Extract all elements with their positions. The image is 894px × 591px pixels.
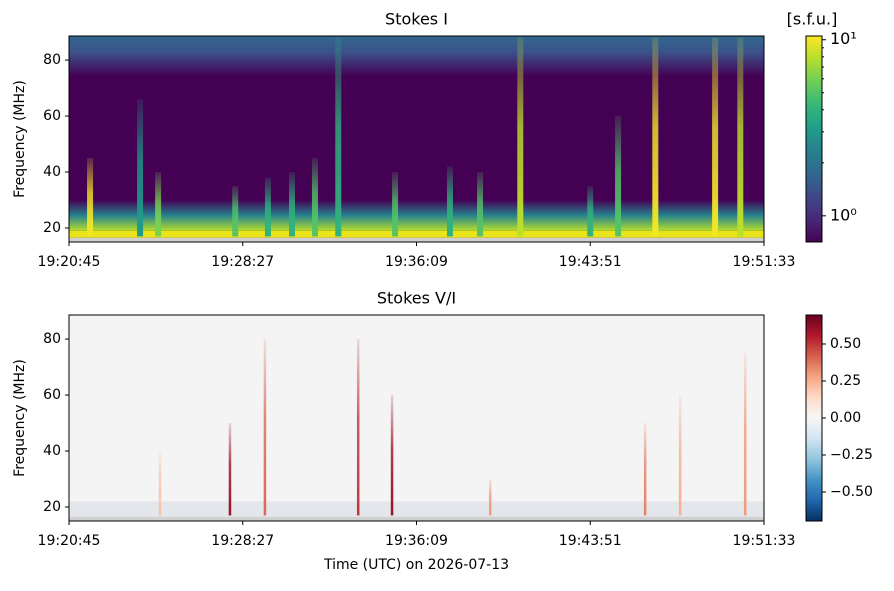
burst xyxy=(446,166,453,237)
burst xyxy=(356,339,360,516)
colorbar-tick-label: 0.00 xyxy=(830,410,861,426)
x-tick-label: 19:43:51 xyxy=(559,533,622,549)
burst xyxy=(652,37,659,237)
y-tick-label: 60 xyxy=(43,108,61,124)
burst xyxy=(87,158,94,237)
chart-title: Stokes V/I xyxy=(377,289,456,308)
burst xyxy=(743,353,747,516)
colorbar xyxy=(805,35,823,243)
colorbar-tick-label: −0.25 xyxy=(830,447,873,463)
burst xyxy=(390,395,394,516)
colorbar xyxy=(805,314,823,522)
y-tick-label: 40 xyxy=(43,164,61,180)
background-band xyxy=(69,516,764,521)
x-tick-label: 19:28:27 xyxy=(211,533,274,549)
background-band xyxy=(69,200,764,231)
y-tick-label: 20 xyxy=(43,220,61,236)
burst xyxy=(477,172,484,237)
x-tick-label: 19:20:45 xyxy=(38,254,101,270)
colorbar-tick-label: 0.50 xyxy=(830,336,861,352)
x-tick-label: 19:20:45 xyxy=(38,533,101,549)
y-tick-label: 60 xyxy=(43,387,61,403)
burst xyxy=(263,339,267,516)
colorbar-tick-label: 10¹ xyxy=(830,29,857,48)
colorbar-tick-label: −0.50 xyxy=(830,484,873,500)
y-axis-label: Frequency (MHz) xyxy=(12,359,28,477)
burst xyxy=(712,37,719,237)
burst xyxy=(289,172,296,237)
burst xyxy=(232,186,239,237)
y-tick-label: 40 xyxy=(43,443,61,459)
x-tick-label: 19:51:33 xyxy=(733,254,796,270)
burst xyxy=(517,37,524,237)
x-tick-label: 19:28:27 xyxy=(211,254,274,270)
burst xyxy=(643,423,647,516)
burst xyxy=(335,37,342,237)
burst xyxy=(155,172,162,237)
background-band xyxy=(69,501,764,517)
plot-background xyxy=(69,315,764,521)
chart-title: Stokes I xyxy=(385,10,448,29)
background-band xyxy=(69,237,764,242)
y-tick-label: 20 xyxy=(43,499,61,515)
burst xyxy=(137,99,144,237)
burst xyxy=(615,116,622,237)
y-tick-label: 80 xyxy=(43,52,61,68)
x-tick-label: 19:51:33 xyxy=(733,533,796,549)
y-axis-label: Frequency (MHz) xyxy=(12,80,28,198)
x-axis-label: Time (UTC) on 2026-07-13 xyxy=(323,557,509,573)
burst xyxy=(488,479,492,516)
burst xyxy=(392,172,399,237)
x-tick-label: 19:36:09 xyxy=(385,254,448,270)
burst xyxy=(264,177,271,237)
colorbar-tick-label: 10⁰ xyxy=(830,205,857,224)
colorbar-tick-label: 0.25 xyxy=(830,373,861,389)
y-tick-label: 80 xyxy=(43,331,61,347)
burst xyxy=(228,423,232,516)
background-band xyxy=(69,230,764,238)
x-tick-label: 19:36:09 xyxy=(385,533,448,549)
burst xyxy=(737,37,744,237)
background-band xyxy=(69,36,764,76)
x-tick-label: 19:43:51 xyxy=(559,254,622,270)
burst xyxy=(587,186,594,237)
burst xyxy=(311,158,318,237)
colorbar-label: [s.f.u.] xyxy=(787,10,838,29)
burst xyxy=(678,395,682,516)
burst xyxy=(158,451,162,516)
